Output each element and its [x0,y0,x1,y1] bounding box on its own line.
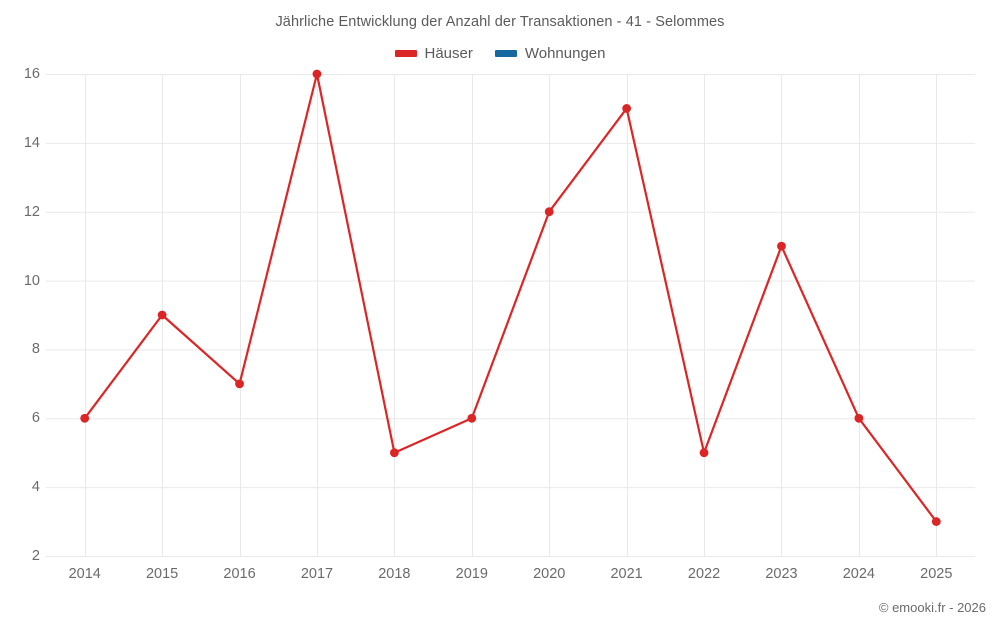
data-point[interactable] [854,413,864,423]
x-axis-tick-label: 2021 [610,566,643,582]
x-axis-tick-label: 2016 [223,566,256,582]
x-axis-tick-label: 2020 [533,566,566,582]
x-axis-tick-label: 2023 [765,566,798,582]
legend-label-hauser: Häuser [424,45,473,62]
x-axis-tick-label: 2014 [68,566,101,582]
series-lines [83,72,938,523]
x-axis-tick-label: 2015 [145,566,179,582]
y-axis-tick-label: 14 [23,134,40,151]
data-point[interactable] [80,413,90,423]
data-point[interactable] [467,413,477,423]
data-point[interactable] [777,241,786,251]
data-point[interactable] [931,517,941,526]
x-axis-tick-label: 2024 [842,566,876,582]
chart-title: Jährliche Entwicklung der Anzahl der Tra… [275,14,725,30]
x-axis-tick-label: 2022 [687,566,721,582]
legend-label-wohnungen: Wohnungen [524,45,606,62]
y-axis-labels: 2 4 6 8 10 12 14 16 [0,0,40,625]
legend-swatch-icon [394,50,417,57]
data-point[interactable] [389,448,399,458]
legend-item-wohnungen[interactable]: Wohnungen [494,45,606,62]
y-axis-tick-label: 12 [23,203,40,220]
legend-item-hauser[interactable]: Häuser [394,45,473,62]
data-point[interactable] [312,69,322,79]
x-axis-tick-label: 2019 [455,566,488,582]
y-axis-tick-label: 8 [31,341,40,358]
y-axis-tick-label: 4 [31,479,40,496]
y-axis-tick-label: 16 [23,66,40,82]
x-axis-tick-label: 2025 [920,566,953,582]
y-axis-tick-label: 2 [31,548,40,564]
chart-legend: Häuser Wohnungen [0,45,1000,62]
series-markers [80,69,941,526]
data-point[interactable] [622,104,632,113]
data-point[interactable] [699,448,709,458]
grid-lines [46,74,975,557]
data-point[interactable] [235,379,244,389]
x-axis-tick-label: 2018 [378,566,411,582]
x-axis-tick-label: 2017 [300,566,334,582]
data-point[interactable] [544,207,554,217]
data-point[interactable] [157,310,167,320]
legend-swatch-icon [494,50,517,57]
y-axis-tick-label: 10 [23,272,40,289]
copyright-credit: © emooki.fr - 2026 [878,600,986,615]
y-axis-tick-label: 6 [31,410,40,427]
